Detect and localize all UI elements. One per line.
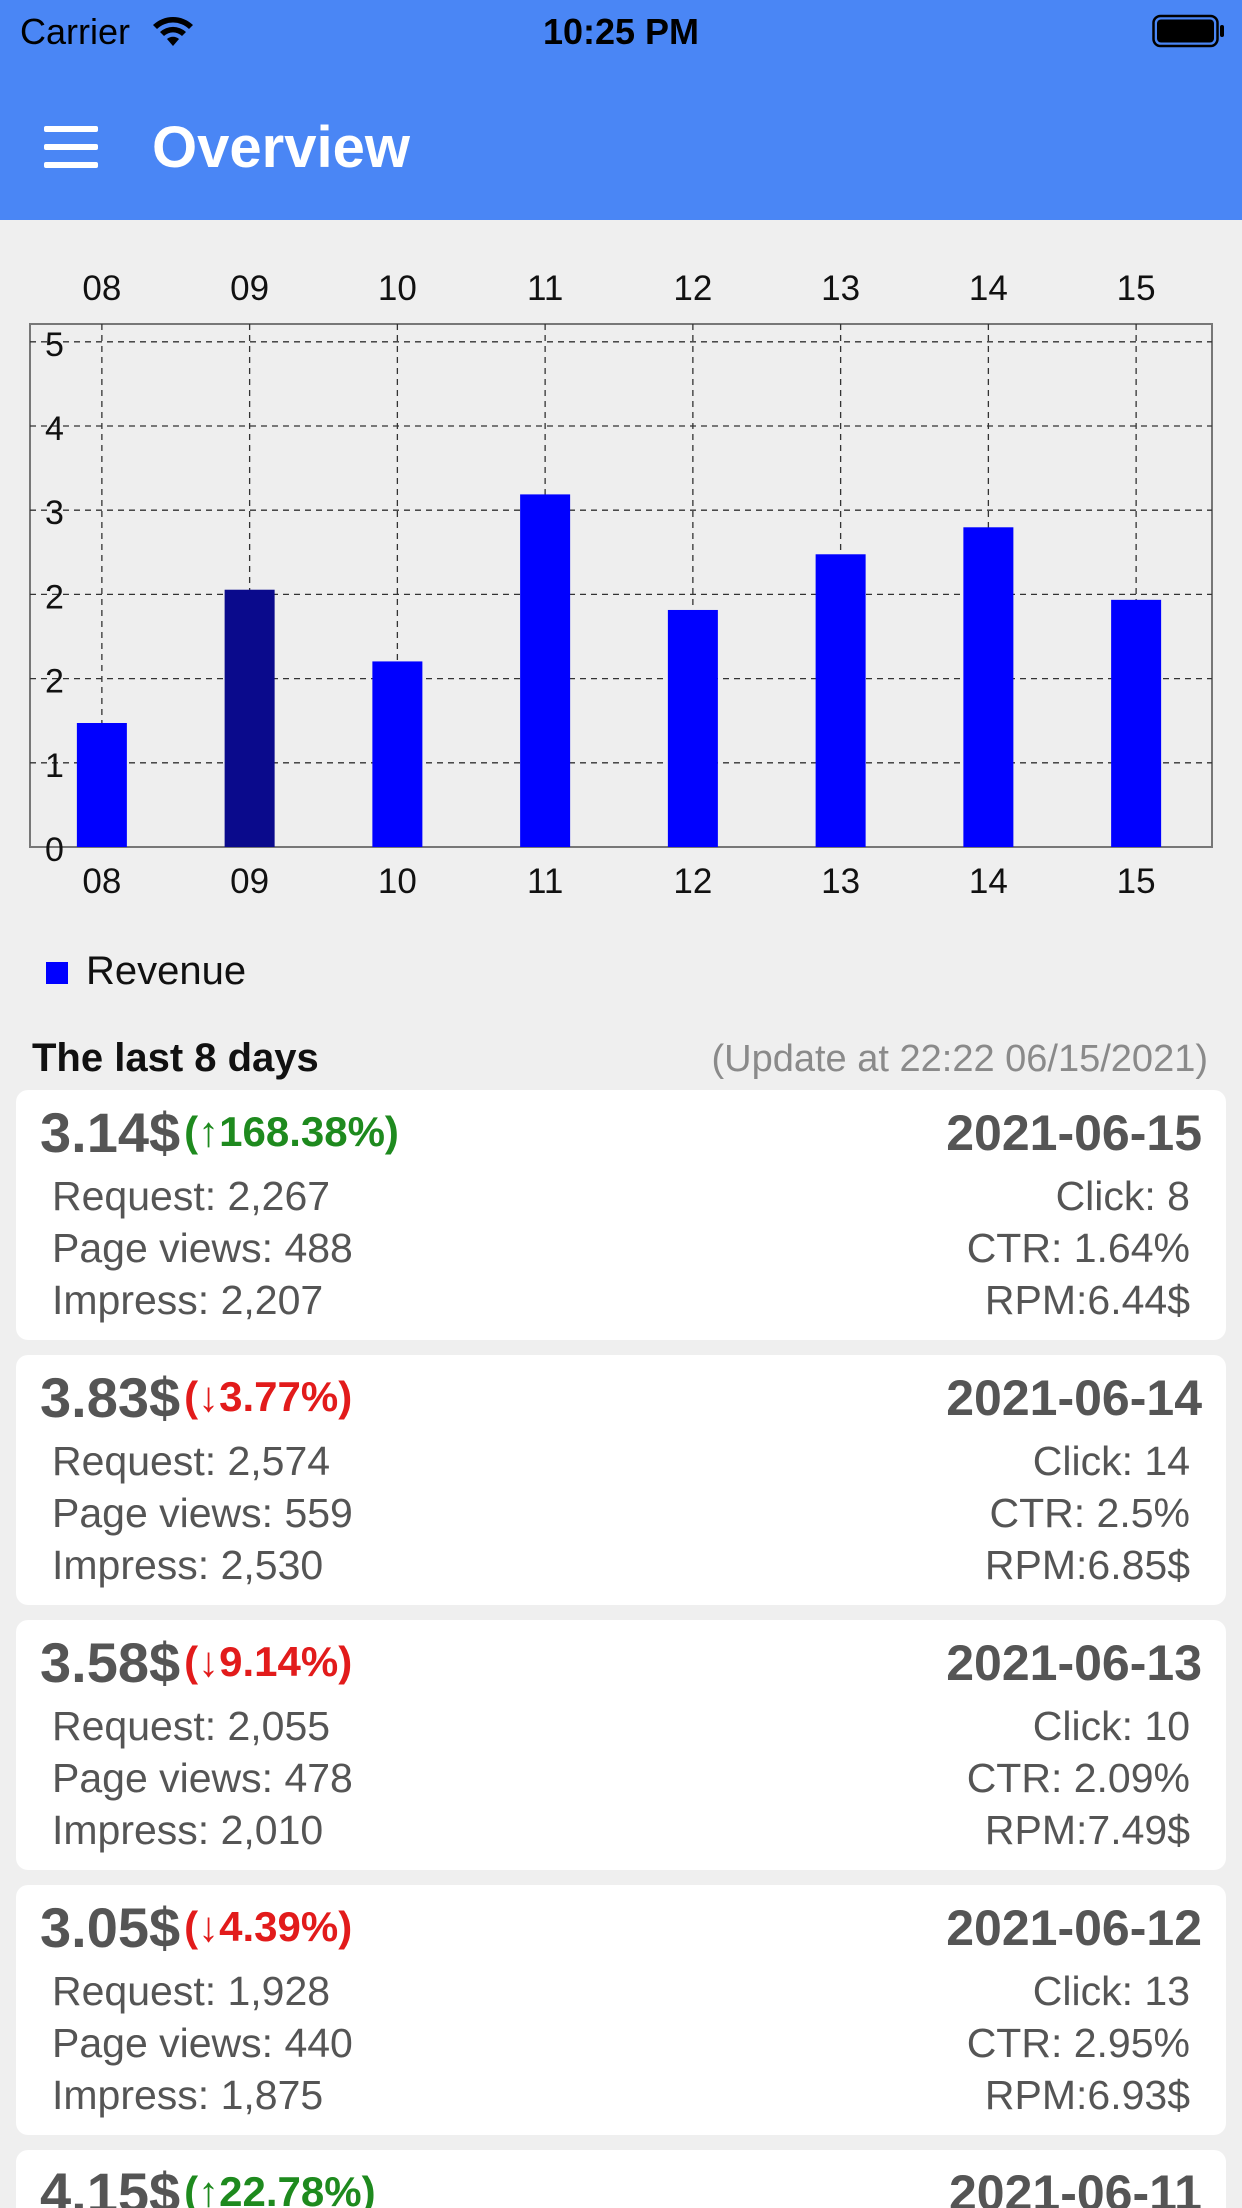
x-tick-label: 10 [378, 862, 417, 901]
bar-10 [372, 661, 423, 847]
x-tick-label: 14 [969, 862, 1008, 901]
revenue-change: (↓3.77%) [184, 1373, 353, 1420]
x-tick-label-top: 13 [821, 269, 860, 308]
daily-stats-list: 3.14$(↑168.38%) 2021-06-15 Request: 2,26… [16, 1090, 1226, 2208]
x-tick-label-top: 08 [82, 269, 121, 308]
card-date: 2021-06-13 [946, 1635, 1202, 1691]
app-header: Carrier 10:25 PM Overview [0, 0, 1242, 220]
x-tick-label: 09 [230, 862, 269, 901]
impressions: Impress: 2,207 [52, 1277, 324, 1323]
request-count: Request: 2,055 [52, 1703, 331, 1749]
ctr-value: CTR: 1.64% [966, 1225, 1190, 1271]
x-tick-label-top: 10 [378, 269, 417, 308]
x-tick-label: 08 [82, 862, 121, 901]
x-tick-label-top: 14 [969, 269, 1008, 308]
card-date: 2021-06-15 [946, 1105, 1202, 1161]
y-tick-label: 3 [45, 494, 64, 532]
status-bar: Carrier 10:25 PM [0, 0, 1242, 62]
rpm-value: RPM:7.49$ [984, 1807, 1190, 1853]
x-tick-label-top: 11 [527, 269, 563, 308]
impressions: Impress: 2,010 [52, 1807, 324, 1853]
hamburger-menu-icon[interactable] [42, 122, 102, 172]
section-header: The last 8 days (Update at 22:22 06/15/2… [0, 1030, 1242, 1090]
revenue-amount: 4.15$ [40, 2161, 181, 2208]
ctr-value: CTR: 2.09% [966, 1755, 1190, 1801]
battery-icon [1152, 14, 1224, 48]
ctr-value: CTR: 2.5% [989, 1490, 1191, 1536]
wifi-icon [153, 17, 193, 46]
y-tick-label: 1 [45, 747, 64, 785]
x-tick-label: 12 [673, 862, 712, 901]
card-date: 2021-06-14 [946, 1370, 1202, 1426]
rpm-value: RPM:6.44$ [984, 1277, 1190, 1323]
request-count: Request: 2,267 [52, 1173, 331, 1219]
x-tick-label-top: 15 [1117, 269, 1156, 308]
y-tick-label: 0 [45, 831, 64, 869]
click-count: Click: 8 [1055, 1173, 1190, 1219]
card-date: 2021-06-12 [946, 1900, 1202, 1956]
x-tick-label-top: 09 [230, 269, 269, 308]
bar-08 [76, 722, 127, 847]
bar-14 [963, 527, 1014, 847]
section-title: The last 8 days [32, 1036, 319, 1080]
card-date: 2021-06-11 [948, 2165, 1202, 2208]
rpm-value: RPM:6.85$ [984, 1542, 1190, 1588]
revenue-change: (↑22.78%) [184, 2168, 376, 2208]
day-card[interactable]: 4.15$(↑22.78%) 2021-06-11 [16, 2150, 1226, 2208]
page-views: Page views: 478 [52, 1755, 353, 1801]
bar-11 [520, 494, 571, 847]
request-count: Request: 2,574 [52, 1438, 331, 1484]
x-tick-label: 11 [527, 862, 563, 901]
day-card[interactable]: 3.58$(↓9.14%) 2021-06-13 Request: 2,055 … [16, 1620, 1226, 1870]
revenue-amount: 3.14$ [40, 1101, 181, 1164]
y-tick-label: 2 [45, 578, 64, 616]
page-views: Page views: 440 [52, 2020, 353, 2066]
revenue-amount: 3.58$ [40, 1631, 181, 1694]
y-tick-label: 2 [45, 663, 64, 701]
impressions: Impress: 2,530 [52, 1542, 324, 1588]
day-card[interactable]: 3.14$(↑168.38%) 2021-06-15 Request: 2,26… [16, 1090, 1226, 1340]
bar-13 [815, 554, 866, 847]
revenue-amount: 3.05$ [40, 1896, 181, 1959]
x-tick-label: 15 [1117, 862, 1156, 901]
bar-15 [1111, 599, 1162, 847]
request-count: Request: 1,928 [52, 1968, 331, 2014]
click-count: Click: 10 [1032, 1703, 1190, 1749]
x-tick-label: 13 [821, 862, 860, 901]
day-card[interactable]: 3.83$(↓3.77%) 2021-06-14 Request: 2,574 … [16, 1355, 1226, 1605]
click-count: Click: 14 [1032, 1438, 1190, 1484]
status-time: 10:25 PM [542, 11, 700, 52]
impressions: Impress: 1,875 [52, 2072, 324, 2118]
legend-swatch [46, 962, 68, 984]
navigation-bar: Overview [0, 88, 1242, 208]
legend-label: Revenue [86, 949, 247, 993]
page-views: Page views: 488 [52, 1225, 353, 1271]
bar-12 [667, 609, 718, 847]
revenue-change: (↓9.14%) [184, 1638, 353, 1685]
page-title: Overview [152, 115, 410, 180]
y-tick-label: 4 [45, 410, 64, 448]
revenue-amount: 3.83$ [40, 1366, 181, 1429]
revenue-change: (↑168.38%) [184, 1108, 399, 1155]
rpm-value: RPM:6.93$ [984, 2072, 1190, 2118]
revenue-change: (↓4.39%) [184, 1903, 353, 1950]
x-tick-label-top: 12 [673, 269, 712, 308]
ctr-value: CTR: 2.95% [966, 2020, 1190, 2066]
day-card[interactable]: 3.05$(↓4.39%) 2021-06-12 Request: 1,928 … [16, 1885, 1226, 2135]
page-views: Page views: 559 [52, 1490, 353, 1536]
bar-09 [224, 589, 275, 847]
click-count: Click: 13 [1032, 1968, 1190, 2014]
plot-area [29, 323, 1213, 848]
revenue-chart: 0 1 2 2 3 4 5 08 08 09 09 10 10 11 11 12 12 13 13 14 14 15 15 [0, 250, 1242, 910]
update-timestamp: (Update at 22:22 06/15/2021) [711, 1038, 1209, 1080]
y-tick-label: 5 [45, 326, 64, 364]
carrier-label: Carrier [20, 11, 131, 52]
